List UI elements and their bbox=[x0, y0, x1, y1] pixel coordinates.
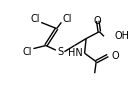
Text: O: O bbox=[112, 51, 119, 61]
Text: Cl: Cl bbox=[23, 47, 32, 57]
Text: O: O bbox=[94, 16, 102, 26]
Text: OH: OH bbox=[114, 31, 129, 41]
Text: Cl: Cl bbox=[63, 14, 72, 24]
Text: Cl: Cl bbox=[30, 14, 40, 24]
Text: HN: HN bbox=[68, 48, 83, 58]
Text: S: S bbox=[58, 47, 64, 57]
